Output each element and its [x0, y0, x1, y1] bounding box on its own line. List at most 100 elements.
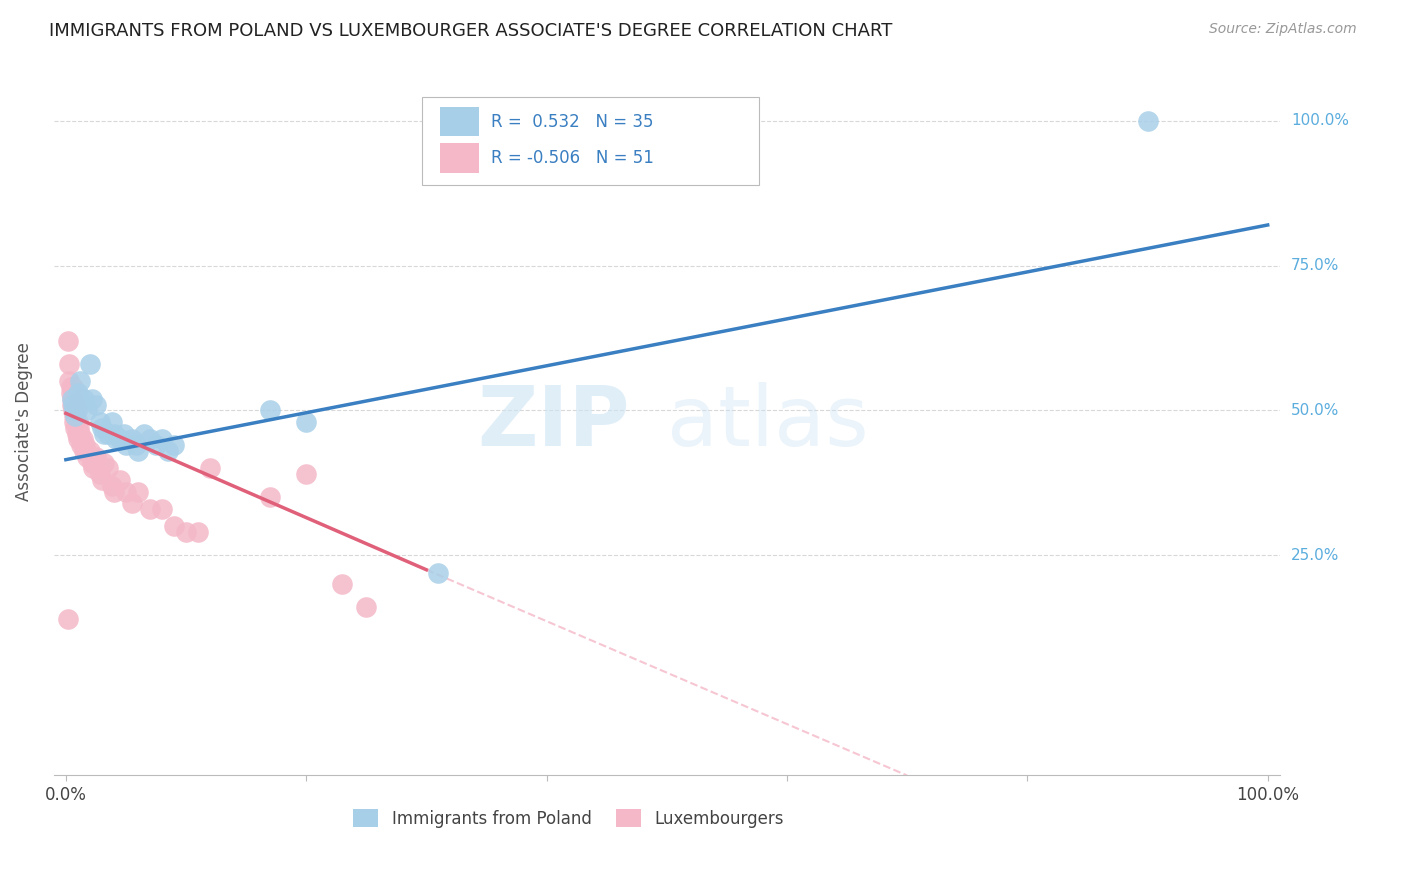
Point — [58, 357, 80, 371]
Point — [60, 398, 83, 412]
Point — [163, 438, 186, 452]
Point — [65, 409, 87, 424]
Point — [93, 456, 115, 470]
Point — [198, 461, 221, 475]
Point — [79, 357, 101, 371]
Text: R = -0.506   N = 51: R = -0.506 N = 51 — [492, 149, 654, 168]
Point — [150, 502, 173, 516]
Point — [295, 467, 318, 482]
Text: Source: ZipAtlas.com: Source: ZipAtlas.com — [1209, 22, 1357, 37]
Point — [58, 612, 80, 626]
Point — [105, 433, 128, 447]
Point — [66, 403, 89, 417]
Point — [76, 403, 98, 417]
Point — [259, 491, 281, 505]
Point — [62, 398, 84, 412]
Point — [66, 426, 89, 441]
Point — [79, 444, 101, 458]
Point — [427, 566, 450, 580]
Point — [76, 450, 98, 464]
Point — [84, 398, 107, 412]
Point — [124, 438, 146, 452]
Point — [82, 392, 104, 406]
Point — [330, 577, 353, 591]
Point — [90, 421, 112, 435]
Point — [127, 444, 149, 458]
Point — [103, 484, 125, 499]
Point — [97, 426, 120, 441]
Point — [62, 380, 84, 394]
Point — [90, 473, 112, 487]
Point — [108, 433, 131, 447]
Point — [58, 334, 80, 348]
Point — [63, 415, 86, 429]
Point — [72, 433, 94, 447]
Text: ZIP: ZIP — [478, 382, 630, 462]
Text: 50.0%: 50.0% — [1291, 403, 1339, 418]
Point — [58, 375, 80, 389]
Point — [139, 502, 162, 516]
Point — [163, 519, 186, 533]
Point — [150, 433, 173, 447]
Point — [65, 398, 87, 412]
Point — [82, 456, 104, 470]
Point — [66, 433, 89, 447]
Text: 75.0%: 75.0% — [1291, 258, 1339, 273]
Point — [174, 525, 197, 540]
Point — [100, 415, 122, 429]
FancyBboxPatch shape — [422, 97, 759, 186]
Point — [59, 380, 82, 394]
Text: 25.0%: 25.0% — [1291, 548, 1339, 563]
Point — [93, 426, 115, 441]
Point — [187, 525, 209, 540]
Point — [108, 473, 131, 487]
Point — [75, 438, 97, 452]
Point — [356, 600, 378, 615]
Point — [121, 433, 143, 447]
Point — [66, 403, 89, 417]
Point — [103, 426, 125, 441]
Point — [66, 415, 89, 429]
Point — [97, 461, 120, 475]
Point — [66, 386, 89, 401]
Point — [69, 375, 91, 389]
Point — [73, 444, 96, 458]
Point — [139, 433, 162, 447]
Point — [84, 450, 107, 464]
Point — [112, 426, 135, 441]
Point — [1136, 113, 1159, 128]
Point — [69, 426, 91, 441]
FancyBboxPatch shape — [440, 107, 479, 136]
Point — [121, 496, 143, 510]
Y-axis label: Associate's Degree: Associate's Degree — [15, 343, 32, 501]
Point — [145, 438, 167, 452]
Legend: Immigrants from Poland, Luxembourgers: Immigrants from Poland, Luxembourgers — [346, 802, 792, 834]
Point — [115, 438, 138, 452]
Point — [60, 392, 83, 406]
Text: R =  0.532   N = 35: R = 0.532 N = 35 — [492, 112, 654, 130]
Point — [89, 415, 111, 429]
Point — [62, 386, 84, 401]
Point — [156, 444, 179, 458]
Point — [63, 403, 86, 417]
Point — [127, 484, 149, 499]
Text: IMMIGRANTS FROM POLAND VS LUXEMBOURGER ASSOCIATE'S DEGREE CORRELATION CHART: IMMIGRANTS FROM POLAND VS LUXEMBOURGER A… — [49, 22, 893, 40]
Point — [63, 409, 86, 424]
Point — [259, 403, 281, 417]
Point — [100, 479, 122, 493]
Point — [70, 438, 93, 452]
Text: atlas: atlas — [666, 382, 869, 462]
Point — [115, 484, 138, 499]
Point — [62, 403, 84, 417]
Point — [67, 421, 90, 435]
Text: 100.0%: 100.0% — [1291, 113, 1348, 128]
Point — [60, 392, 83, 406]
Point — [59, 386, 82, 401]
FancyBboxPatch shape — [440, 144, 479, 173]
Point — [89, 467, 111, 482]
Point — [82, 461, 104, 475]
Point — [132, 426, 155, 441]
Point — [65, 421, 87, 435]
Point — [295, 415, 318, 429]
Point — [73, 392, 96, 406]
